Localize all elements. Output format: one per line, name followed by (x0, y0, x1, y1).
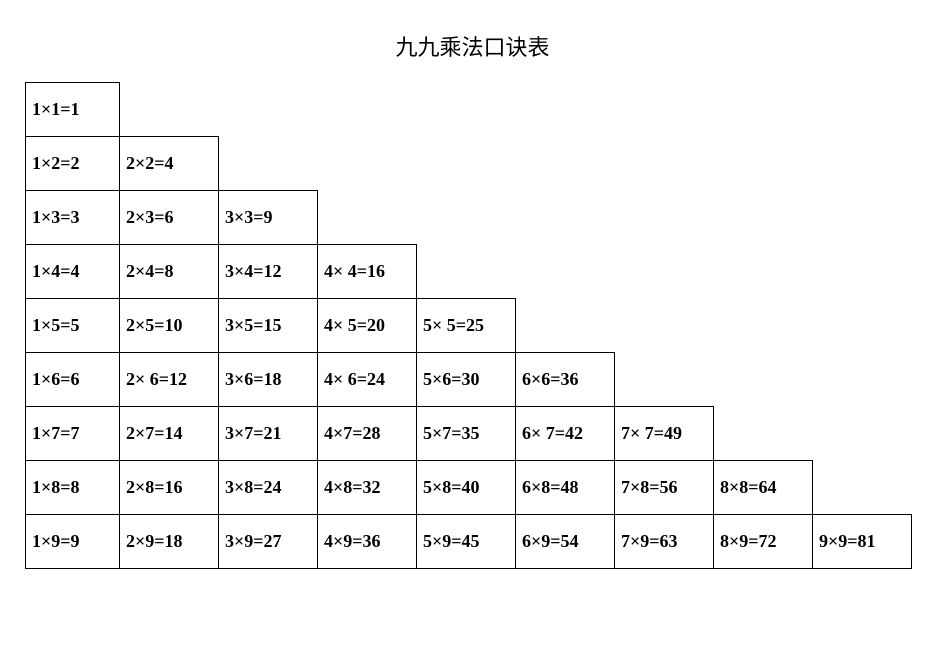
table-cell: 4×9=36 (317, 514, 417, 569)
table-row: 1×6=62× 6=123×6=184× 6=245×6=306×6=36 (25, 353, 912, 407)
table-cell: 6×6=36 (515, 352, 615, 407)
table-cell: 4× 4=16 (317, 244, 417, 299)
table-cell: 1×4=4 (25, 244, 120, 299)
table-cell: 2×7=14 (119, 406, 219, 461)
multiplication-table: 1×1=11×2=22×2=41×3=32×3=63×3=91×4=42×4=8… (25, 82, 912, 569)
table-cell: 1×5=5 (25, 298, 120, 353)
table-cell: 2×5=10 (119, 298, 219, 353)
table-cell: 3×6=18 (218, 352, 318, 407)
table-cell: 1×7=7 (25, 406, 120, 461)
table-cell: 3×9=27 (218, 514, 318, 569)
table-cell: 8×9=72 (713, 514, 813, 569)
table-cell: 5×6=30 (416, 352, 516, 407)
table-cell: 5× 5=25 (416, 298, 516, 353)
table-cell: 2×2=4 (119, 136, 219, 191)
table-cell: 3×5=15 (218, 298, 318, 353)
table-cell: 2× 6=12 (119, 352, 219, 407)
table-row: 1×5=52×5=103×5=154× 5=205× 5=25 (25, 299, 912, 353)
table-cell: 7×9=63 (614, 514, 714, 569)
table-row: 1×4=42×4=83×4=124× 4=16 (25, 245, 912, 299)
table-cell: 3×4=12 (218, 244, 318, 299)
table-cell: 3×3=9 (218, 190, 318, 245)
table-cell: 2×8=16 (119, 460, 219, 515)
table-cell: 8×8=64 (713, 460, 813, 515)
table-cell: 4×7=28 (317, 406, 417, 461)
table-cell: 4× 5=20 (317, 298, 417, 353)
table-cell: 2×9=18 (119, 514, 219, 569)
page-title: 九九乘法口诀表 (25, 30, 920, 62)
table-row: 1×9=92×9=183×9=274×9=365×9=456×9=547×9=6… (25, 515, 912, 569)
table-cell: 7×8=56 (614, 460, 714, 515)
table-cell: 4× 6=24 (317, 352, 417, 407)
table-cell: 1×9=9 (25, 514, 120, 569)
table-cell: 4×8=32 (317, 460, 417, 515)
table-cell: 5×9=45 (416, 514, 516, 569)
table-row: 1×3=32×3=63×3=9 (25, 191, 912, 245)
table-cell: 1×1=1 (25, 82, 120, 137)
table-cell: 1×3=3 (25, 190, 120, 245)
table-cell: 5×8=40 (416, 460, 516, 515)
table-cell: 3×8=24 (218, 460, 318, 515)
table-cell: 1×6=6 (25, 352, 120, 407)
table-cell: 9×9=81 (812, 514, 912, 569)
table-cell: 6×8=48 (515, 460, 615, 515)
table-row: 1×7=72×7=143×7=214×7=285×7=356× 7=427× 7… (25, 407, 912, 461)
table-cell: 1×8=8 (25, 460, 120, 515)
table-cell: 6×9=54 (515, 514, 615, 569)
table-cell: 1×2=2 (25, 136, 120, 191)
table-cell: 2×4=8 (119, 244, 219, 299)
table-row: 1×1=1 (25, 82, 912, 137)
table-row: 1×2=22×2=4 (25, 137, 912, 191)
table-cell: 3×7=21 (218, 406, 318, 461)
table-cell: 2×3=6 (119, 190, 219, 245)
table-row: 1×8=82×8=163×8=244×8=325×8=406×8=487×8=5… (25, 461, 912, 515)
table-cell: 6× 7=42 (515, 406, 615, 461)
table-cell: 5×7=35 (416, 406, 516, 461)
table-cell: 7× 7=49 (614, 406, 714, 461)
